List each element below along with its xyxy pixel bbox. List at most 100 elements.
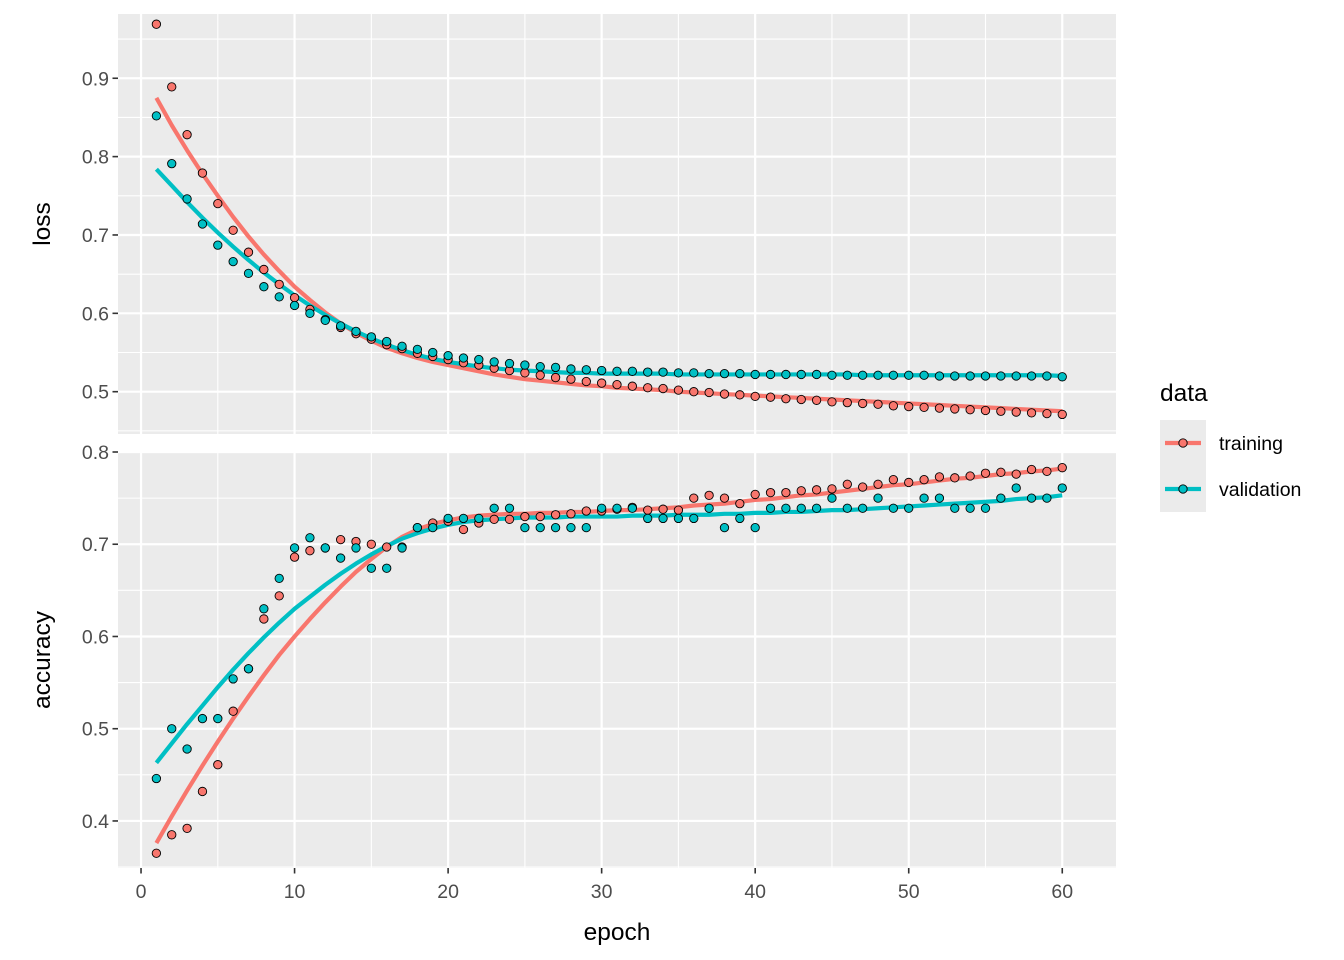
loss-point-validation <box>351 326 361 336</box>
accuracy-point-training <box>980 468 991 478</box>
accuracy-point-validation <box>213 713 223 724</box>
accuracy-point-training <box>750 489 760 500</box>
loss-point-validation <box>842 370 852 380</box>
x-tick-label: 30 <box>591 881 613 903</box>
loss-point-training <box>950 404 960 414</box>
x-tick-label: 0 <box>136 881 147 903</box>
x-axis-title: epoch <box>584 919 651 946</box>
loss-point-training <box>1042 408 1052 419</box>
accuracy-point-validation <box>443 513 453 524</box>
accuracy-point-validation <box>489 503 499 513</box>
loss-point-training <box>827 397 837 407</box>
accuracy-point-training <box>842 479 852 489</box>
accuracy-point-training <box>197 786 208 797</box>
loss-point-validation <box>458 353 469 363</box>
loss-point-validation <box>289 300 300 311</box>
loss-point-validation <box>397 341 407 351</box>
accuracy-point-validation <box>673 513 684 524</box>
loss-point-validation <box>888 370 899 380</box>
accuracy-point-validation <box>612 503 622 513</box>
x-tick-label: 50 <box>898 881 920 903</box>
accuracy-y-tick-label: 0.8 <box>82 442 109 464</box>
accuracy-gridlines <box>118 450 1116 868</box>
loss-point-validation <box>566 364 576 374</box>
x-tick-label: 40 <box>744 881 766 903</box>
accuracy-point-training <box>950 473 960 483</box>
accuracy-point-training <box>305 546 315 556</box>
accuracy-point-validation <box>888 503 899 513</box>
legend-entry-validation: validation <box>1160 466 1301 512</box>
accuracy-point-validation <box>719 522 730 533</box>
loss-point-validation <box>858 370 868 380</box>
accuracy-point-validation <box>950 503 960 513</box>
x-tick-label: 10 <box>284 881 306 903</box>
loss-panel-background <box>118 14 1116 434</box>
accuracy-y-tick-label: 0.5 <box>82 719 109 741</box>
loss-point-training <box>243 247 254 257</box>
loss-point-validation <box>443 350 453 361</box>
loss-point-validation <box>919 370 929 380</box>
loss-point-training <box>151 19 162 29</box>
accuracy-point-validation <box>397 543 407 553</box>
accuracy-point-training <box>719 493 730 503</box>
loss-point-validation <box>811 369 822 380</box>
accuracy-point-training <box>550 510 561 520</box>
loss-point-validation <box>597 365 607 376</box>
legend-label-training: training <box>1219 433 1283 455</box>
loss-y-axis: 0.5 0.6 0.7 0.8 0.9 <box>82 68 118 404</box>
accuracy-point-validation <box>597 503 607 513</box>
accuracy-point-training <box>182 823 192 833</box>
accuracy-y-tick-label: 0.7 <box>82 534 109 556</box>
loss-point-training <box>167 82 177 92</box>
accuracy-point-validation <box>689 513 699 524</box>
loss-point-training <box>520 368 530 378</box>
accuracy-point-training <box>581 506 591 516</box>
accuracy-point-validation <box>335 553 346 563</box>
accuracy-point-training <box>228 706 238 716</box>
loss-point-validation <box>520 360 530 370</box>
loss-point-training <box>182 130 192 140</box>
accuracy-point-validation <box>243 664 254 674</box>
accuracy-point-training <box>919 475 929 485</box>
loss-point-validation <box>704 369 714 379</box>
loss-point-training <box>658 383 668 394</box>
accuracy-point-training <box>934 472 945 482</box>
loss-y-tick-label: 0.6 <box>82 303 109 325</box>
accuracy-point-validation <box>1026 493 1037 503</box>
loss-point-validation <box>719 369 730 379</box>
accuracy-point-training <box>458 524 469 535</box>
accuracy-point-validation <box>550 522 561 533</box>
loss-y-tick-label: 0.9 <box>82 68 109 90</box>
loss-point-validation <box>335 321 346 331</box>
loss-point-training <box>289 293 300 303</box>
accuracy-panel: 0.4 0.5 0.6 0.7 0.8 <box>82 442 1116 868</box>
accuracy-point-validation <box>151 773 162 784</box>
loss-point-training <box>643 383 653 393</box>
accuracy-point-training <box>643 505 653 515</box>
loss-point-validation <box>627 366 637 376</box>
accuracy-point-validation <box>781 503 791 513</box>
loss-point-training <box>535 370 545 380</box>
accuracy-point-validation <box>474 513 484 524</box>
accuracy-point-training <box>673 505 684 515</box>
accuracy-point-validation <box>658 513 668 524</box>
accuracy-point-validation <box>351 543 361 553</box>
loss-point-validation <box>382 336 392 347</box>
accuracy-point-validation <box>581 522 591 533</box>
accuracy-point-training <box>274 591 284 601</box>
loss-point-validation <box>765 369 776 380</box>
accuracy-point-training <box>259 614 269 624</box>
loss-point-validation <box>1011 371 1021 381</box>
loss-point-validation <box>735 369 745 379</box>
loss-point-validation <box>581 365 591 375</box>
loss-point-validation <box>950 371 960 381</box>
accuracy-point-validation <box>504 503 515 513</box>
loss-point-training <box>673 385 684 395</box>
loss-point-validation <box>320 315 330 326</box>
accuracy-point-validation <box>796 503 806 513</box>
accuracy-point-training <box>366 539 376 549</box>
loss-point-validation <box>873 370 883 380</box>
accuracy-point-validation <box>842 503 852 513</box>
accuracy-y-tick-label: 0.4 <box>82 811 109 833</box>
accuracy-point-validation <box>858 503 868 513</box>
